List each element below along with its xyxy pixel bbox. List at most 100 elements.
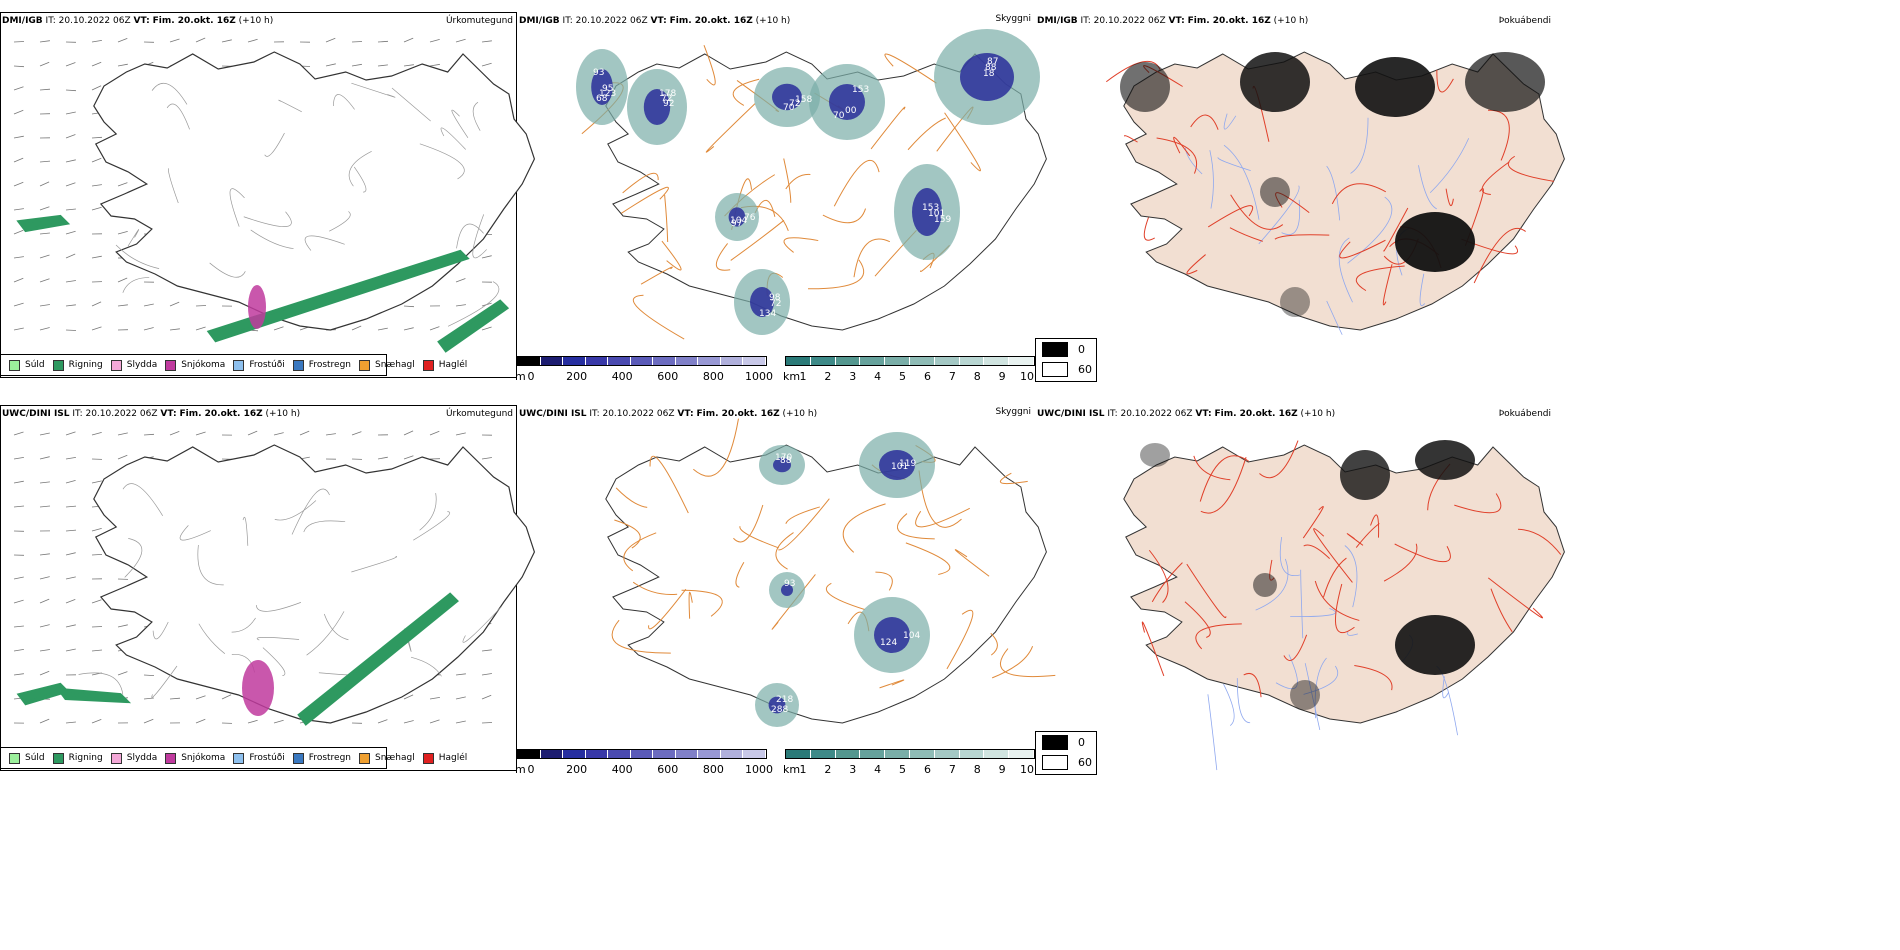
wind-barb (91, 206, 102, 211)
wind-barb (117, 454, 128, 460)
road-line (1303, 544, 1331, 559)
wind-barb (65, 159, 76, 163)
colorbar-tick-label: 3 (849, 370, 857, 383)
road-line (122, 277, 150, 293)
road-line (456, 223, 484, 249)
colorbar-segment (984, 357, 1010, 365)
wind-barb (403, 327, 414, 331)
wind-barb (455, 304, 466, 307)
road-line (1000, 648, 1056, 678)
wind-barb (65, 624, 76, 628)
legend-label: Snjókoma (181, 360, 226, 370)
road-line (115, 244, 160, 269)
colorbar-segment (835, 750, 861, 758)
wind-barb (403, 455, 414, 460)
wind-barb (351, 325, 362, 331)
road-line (622, 172, 659, 194)
cloud-base-value: 134 (759, 309, 776, 319)
wind-barb (403, 694, 414, 700)
road-line (351, 555, 398, 573)
road-line (1383, 543, 1418, 582)
colorbar-segment (675, 357, 699, 365)
wind-barb (117, 304, 128, 307)
colorbar-segment (934, 750, 960, 758)
colorbar-segment (934, 357, 960, 365)
cloud-base-area (773, 457, 791, 473)
wind-barb (39, 232, 50, 235)
colorbar-tick-label: 0 (527, 763, 535, 776)
wind-barb (65, 329, 77, 331)
road-line (1346, 533, 1364, 546)
snow-area (248, 285, 266, 329)
cloud-base-area (912, 188, 942, 236)
snow-area (242, 660, 274, 716)
wind-barb (13, 181, 24, 187)
wind-barb (481, 62, 492, 67)
river-line (1338, 237, 1353, 303)
colorbar-segment (1009, 750, 1034, 758)
road-line (257, 637, 300, 641)
road-line (250, 229, 294, 249)
road-line (472, 214, 487, 259)
lead-time: (+10 h) (265, 409, 301, 419)
road-line (1193, 455, 1231, 481)
wind-barb (299, 430, 310, 436)
cloud-panel-bottom: UWC/DINI ISL IT: 20.10.2022 06Z VT: Fim.… (515, 405, 1056, 776)
wind-barb (13, 625, 24, 628)
legend-label: Frostregn (308, 753, 352, 763)
road-line (1370, 514, 1380, 538)
wind-barb (13, 109, 24, 115)
wind-barb (39, 432, 50, 436)
road-line (413, 511, 450, 541)
road-line (1518, 528, 1562, 555)
wind-barb (195, 431, 206, 436)
vt-value: Fim. 20.okt. 16Z (696, 409, 780, 419)
field-name: Skyggni (995, 14, 1031, 24)
it-value: 20.10.2022 06Z (1120, 409, 1193, 419)
cloud-base-area (750, 287, 774, 317)
road-line (870, 106, 906, 150)
wind-barb (455, 38, 466, 43)
wind-barb (13, 431, 24, 436)
wind-barb (13, 505, 25, 508)
road-line (1335, 583, 1355, 633)
cloud-base-value: 101 (891, 462, 908, 472)
cloud-base-area (728, 207, 746, 227)
road-line (1199, 455, 1250, 502)
vt-value: Fim. 20.okt. 16Z (669, 16, 753, 26)
panel-title: UWC/DINI ISL IT: 20.10.2022 06Z VT: Fim.… (1037, 409, 1335, 419)
road-network (78, 483, 502, 698)
fog-legend-swatch (1042, 754, 1068, 770)
cloud-base-value: 170 (775, 453, 792, 463)
wind-barb (91, 40, 102, 43)
road-line (1473, 227, 1526, 284)
road-line (1481, 161, 1510, 195)
cloud-base-area (874, 617, 910, 653)
vt-value: Fim. 20.okt. 16Z (152, 16, 236, 26)
wind-barb (13, 599, 24, 604)
legend-item: Snæhagl (359, 359, 415, 371)
road-line (166, 103, 190, 130)
cloud-base-value: 76 (744, 213, 756, 223)
legend-label: Snæhagl (375, 753, 415, 763)
iceland-coastline (93, 51, 536, 331)
cloud-base-value: 288 (771, 705, 788, 715)
panel-title: DMI/IGB IT: 20.10.2022 06Z VT: Fim. 20.o… (519, 16, 790, 26)
legend-item: Frostregn (292, 752, 352, 764)
fog-area (1395, 212, 1475, 272)
fog-area (1465, 52, 1545, 112)
legend-swatch (233, 359, 245, 371)
road-line (611, 619, 671, 654)
colorbar-tick-label: 9 (998, 763, 1006, 776)
cloud-base-area (960, 53, 1014, 101)
lead-time: (+10 h) (238, 16, 274, 26)
lead-time: (+10 h) (782, 409, 818, 419)
legend-swatch (9, 752, 20, 764)
wind-barb (91, 85, 102, 91)
fog-legend-label: 60 (1078, 755, 1092, 769)
wind-barb (143, 718, 154, 724)
wind-barb (481, 694, 492, 700)
road-line (1186, 254, 1206, 275)
road-line (198, 623, 226, 654)
model-name: DMI/IGB (1037, 16, 1078, 26)
